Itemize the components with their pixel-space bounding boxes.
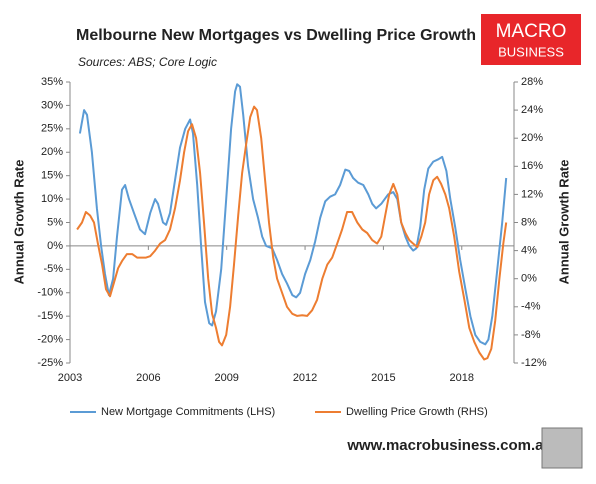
logo-text: BUSINESS — [498, 44, 564, 59]
y-axis-label: Annual Growth Rate — [11, 160, 26, 285]
y-tick-label: -20% — [37, 333, 63, 345]
x-tick-label: 2018 — [450, 372, 474, 384]
y2-tick-label: 12% — [521, 188, 543, 200]
y-tick-label: 0% — [47, 240, 63, 252]
chart-title: Melbourne New Mortgages vs Dwelling Pric… — [76, 27, 476, 44]
x-tick-label: 2012 — [293, 372, 317, 384]
y2-tick-label: -12% — [521, 357, 547, 369]
legend-label: Dwelling Price Growth (RHS) — [346, 406, 488, 418]
series-line — [78, 83, 508, 346]
y-tick-label: -15% — [37, 310, 63, 322]
x-tick-label: 2009 — [214, 372, 238, 384]
y-tick-label: 25% — [41, 123, 63, 135]
logo-image — [541, 427, 583, 469]
legend-label: New Mortgage Commitments (LHS) — [101, 406, 275, 418]
y2-tick-label: 4% — [521, 245, 537, 257]
y-tick-label: 15% — [41, 170, 63, 182]
y2-tick-label: -4% — [521, 301, 541, 313]
y-tick-label: -25% — [37, 357, 63, 369]
y-tick-label: 5% — [47, 216, 63, 228]
footer: www.macrobusiness.com.au — [346, 437, 552, 454]
y2-tick-label: 20% — [521, 132, 543, 144]
y-tick-label: 20% — [41, 146, 63, 158]
x-tick-label: 2015 — [371, 372, 395, 384]
x-tick-label: 2006 — [136, 372, 160, 384]
y-tick-label: -5% — [43, 263, 63, 275]
series-line — [76, 105, 508, 361]
y-tick-label: 35% — [41, 76, 63, 88]
y2-tick-label: 0% — [521, 273, 537, 285]
y2-tick-label: 24% — [521, 104, 543, 116]
logo-text: MACRO — [496, 21, 567, 42]
y-tick-label: 30% — [41, 99, 63, 111]
y-tick-label: 10% — [41, 193, 63, 205]
y2-tick-label: 28% — [521, 76, 543, 88]
x-tick-label: 2003 — [58, 372, 82, 384]
chart-subtitle: Sources: ABS; Core Logic — [78, 55, 217, 69]
y2-axis-label: Annual Growth Rate — [556, 160, 571, 285]
y2-tick-label: 16% — [521, 160, 543, 172]
logo-box — [481, 14, 581, 65]
y-tick-label: -10% — [37, 287, 63, 299]
y2-tick-label: 8% — [521, 216, 537, 228]
y2-tick-label: -8% — [521, 329, 541, 341]
